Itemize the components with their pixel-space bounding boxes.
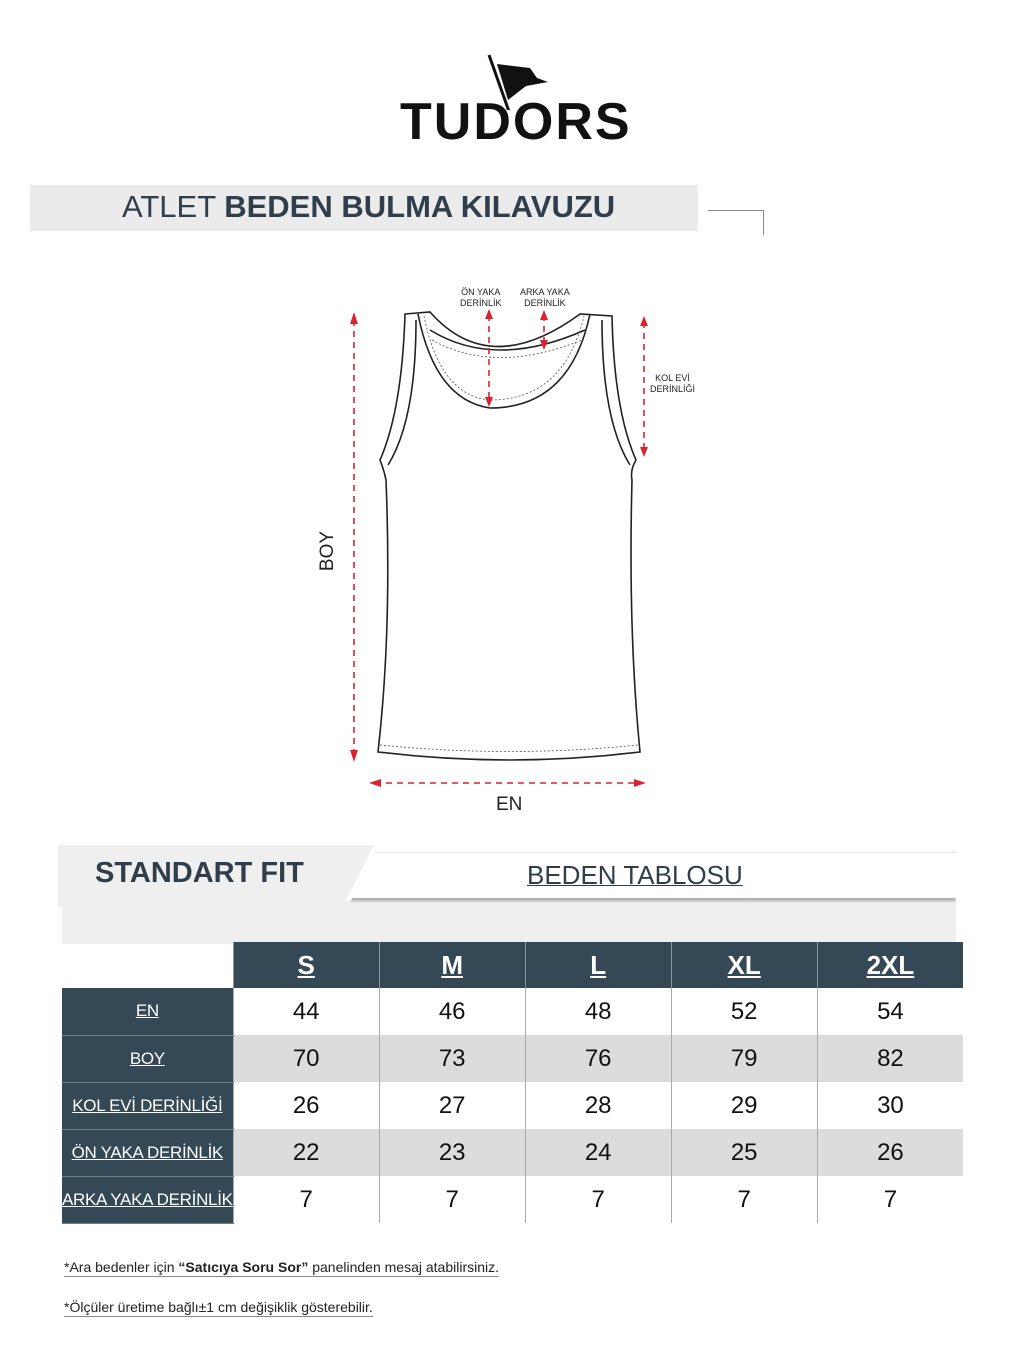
- size-header: XL: [670, 942, 818, 988]
- fit-label: STANDART FIT: [95, 857, 304, 889]
- table-row: BOY 70 73 76 79 82: [62, 1035, 964, 1083]
- table-cell: 23: [378, 1129, 526, 1176]
- table-cell: 52: [670, 988, 818, 1035]
- corner-cell: [62, 942, 233, 988]
- row-label: BOY: [62, 1035, 234, 1083]
- label-boy: BOY: [317, 530, 339, 572]
- row-label: EN: [62, 988, 234, 1036]
- table-cell: 48: [524, 988, 672, 1035]
- table-cell: 29: [670, 1082, 818, 1129]
- table-cell: 30: [816, 1082, 964, 1129]
- note-1: *Ara bedenler için “Satıcıya Soru Sor” p…: [64, 1259, 500, 1277]
- size-header: S: [232, 942, 380, 988]
- title-light: ATLET: [122, 189, 216, 224]
- table-cell: 22: [232, 1129, 380, 1176]
- table-cell: 54: [816, 988, 964, 1035]
- table-title: BEDEN TABLOSU: [527, 860, 743, 890]
- page-title: ATLET BEDEN BULMA KILAVUZU: [122, 189, 615, 225]
- row-label: ÖN YAKA DERİNLİK: [62, 1129, 234, 1177]
- table-row: KOL EVİ DERİNLİĞİ 26 27 28 29 30: [62, 1082, 964, 1130]
- table-cell: 25: [670, 1129, 818, 1176]
- table-cell: 44: [232, 988, 380, 1035]
- size-header: M: [378, 942, 526, 988]
- fit-tab: [58, 845, 374, 907]
- label-on-yaka: ÖN YAKA DERİNLİK: [460, 287, 502, 308]
- size-table: S M L XL 2XL EN 44 46 48 52 54 BOY 70 73 76 79 82 KO…: [62, 942, 964, 1224]
- flag-icon: [487, 54, 548, 110]
- title-bold: BEDEN BULMA KILAVUZU: [224, 189, 616, 224]
- row-label: ARKA YAKA DERİNLİK: [62, 1176, 234, 1224]
- table-cell: 7: [378, 1176, 526, 1223]
- size-header: L: [524, 942, 672, 988]
- table-cell: 79: [670, 1035, 818, 1082]
- table-cell: 27: [378, 1082, 526, 1129]
- table-row: EN 44 46 48 52 54: [62, 988, 964, 1036]
- table-cell: 70: [232, 1035, 380, 1082]
- label-kol-evi: KOL EVİ DERİNLİĞİ: [650, 373, 696, 394]
- label-en: EN: [496, 794, 523, 815]
- table-cell: 28: [524, 1082, 672, 1129]
- table-cell: 7: [670, 1176, 818, 1223]
- decorative-corner: [708, 210, 764, 235]
- table-cell: 73: [378, 1035, 526, 1082]
- table-cell: 82: [816, 1035, 964, 1082]
- brand-logo: TUDORS: [400, 50, 632, 151]
- table-cell: 7: [816, 1176, 964, 1223]
- note-2: *Ölçüler üretime bağlı±1 cm değişiklik g…: [64, 1299, 373, 1317]
- brand-name: TUDORS: [400, 93, 632, 151]
- size-header: 2XL: [816, 942, 964, 988]
- table-cell: 26: [816, 1129, 964, 1176]
- table-cell: 7: [232, 1176, 380, 1223]
- guide-title-bar: ATLET BEDEN BULMA KILAVUZU: [30, 185, 698, 231]
- tank-top-diagram: [350, 309, 648, 787]
- table-panel: [62, 900, 956, 944]
- row-label: KOL EVİ DERİNLİĞİ: [62, 1082, 234, 1130]
- table-title-bar: [350, 852, 956, 898]
- table-cell: 7: [524, 1176, 672, 1223]
- table-row: ÖN YAKA DERİNLİK 22 23 24 25 26: [62, 1129, 964, 1177]
- table-cell: 46: [378, 988, 526, 1035]
- table-row: ARKA YAKA DERİNLİK 7 7 7 7 7: [62, 1176, 964, 1224]
- table-cell: 24: [524, 1129, 672, 1176]
- table-cell: 26: [232, 1082, 380, 1129]
- table-cell: 76: [524, 1035, 672, 1082]
- label-arka-yaka: ARKA YAKA DERİNLİK: [520, 287, 570, 308]
